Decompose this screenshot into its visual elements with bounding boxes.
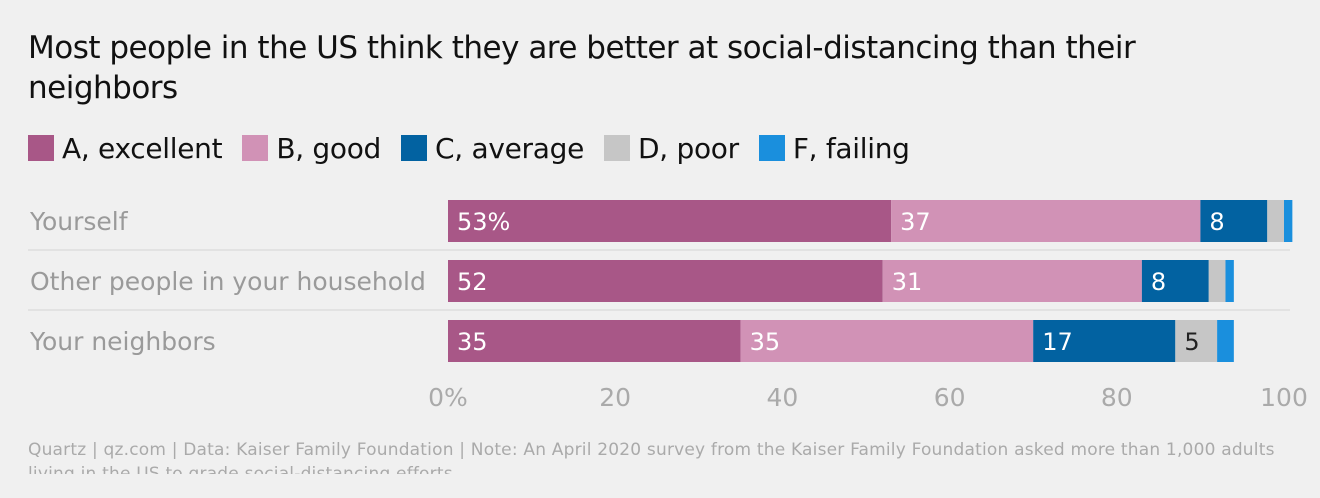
category-label: Other people in your household [30, 267, 426, 296]
data-label: 31 [892, 268, 923, 296]
legend-swatch-poor [604, 135, 631, 161]
bar-segment [448, 260, 883, 302]
bar-segment [1208, 260, 1226, 302]
legend-label: D, poor [638, 131, 739, 165]
bar-segment [1267, 200, 1284, 242]
bar-segment [1033, 320, 1176, 362]
legend-label: B, good [276, 131, 382, 165]
data-label: 35 [457, 328, 488, 356]
legend-item-excellent: A, excellent [28, 131, 223, 165]
category-label: Yourself [29, 207, 129, 236]
footer-source-note: Quartz | qz.com | Data: Kaiser Family Fo… [28, 440, 1275, 474]
x-tick-label: 60 [934, 383, 966, 412]
legend-item-average: C, average [401, 132, 584, 165]
data-label: 37 [900, 208, 931, 236]
legend-label: C, average [435, 131, 585, 165]
data-label: 8 [1209, 208, 1224, 236]
chart-title: Most people in the US think they are bet… [28, 30, 1136, 106]
bar-segment [1200, 200, 1268, 242]
x-tick-label: 100 [1260, 383, 1308, 412]
data-label: 35 [750, 328, 781, 356]
bar-segment [1217, 320, 1234, 362]
data-label: 53% [457, 208, 510, 236]
bar-segment [1141, 260, 1209, 302]
x-tick-label: 20 [599, 383, 631, 412]
category-label: Your neighbors [29, 327, 216, 356]
data-label: 8 [1151, 268, 1166, 296]
legend: A, excellent B, good C, average D, poor … [28, 128, 930, 168]
bar-segment [448, 200, 892, 242]
legend-label: A, excellent [62, 131, 223, 165]
legend-swatch-average [401, 135, 428, 161]
legend-item-failing: F, failing [758, 131, 910, 165]
x-tick-label: 0% [428, 383, 468, 412]
bar-segment [448, 320, 741, 362]
legend-item-poor: D, poor [604, 132, 739, 165]
legend-swatch-excellent [28, 135, 54, 161]
bar-segment [1284, 200, 1293, 242]
legend-label: F, failing [792, 131, 910, 165]
bar-segment [891, 200, 1201, 242]
legend-item-good: B, good [242, 132, 381, 165]
x-tick-label: 80 [1101, 383, 1133, 412]
bar-segment [740, 320, 1034, 362]
data-label: 17 [1042, 328, 1073, 356]
bar-segment [1175, 320, 1218, 362]
legend-swatch-good [242, 135, 269, 161]
data-label: 52 [457, 268, 488, 296]
legend-swatch-failing [758, 135, 785, 161]
data-label: 5 [1184, 328, 1199, 356]
bar-segment [882, 260, 1142, 302]
x-tick-label: 40 [766, 383, 798, 412]
bar-segment [1225, 260, 1234, 302]
